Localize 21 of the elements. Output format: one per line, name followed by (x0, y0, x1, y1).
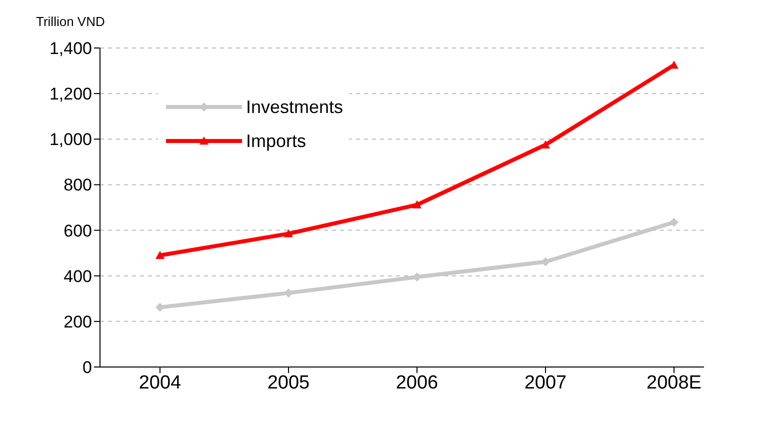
y-tick-label: 400 (64, 266, 92, 286)
x-tick-label: 2007 (524, 372, 567, 394)
x-tick-label: 2004 (138, 372, 182, 394)
y-tick-label: 1,000 (49, 130, 92, 150)
y-axis-title: Trillion VND (36, 14, 105, 29)
y-tick-label: 800 (64, 176, 92, 195)
point (541, 140, 550, 148)
point (156, 250, 164, 259)
x-tick-label: 2008E (646, 372, 702, 394)
y-tick-label: 1,400 (49, 39, 92, 58)
point (670, 218, 678, 227)
x-tick-label: 2005 (267, 372, 310, 394)
point (284, 229, 293, 238)
y-tick-label: 1,200 (49, 84, 92, 104)
y-tick-label: 600 (64, 221, 92, 240)
legend-label: Imports (246, 130, 306, 153)
legend-label: Investments (246, 96, 344, 119)
y-tick-label: 0 (82, 358, 92, 378)
x-tick-label: 2006 (396, 372, 438, 394)
y-tick-label: 200 (64, 312, 92, 332)
point (412, 200, 422, 208)
